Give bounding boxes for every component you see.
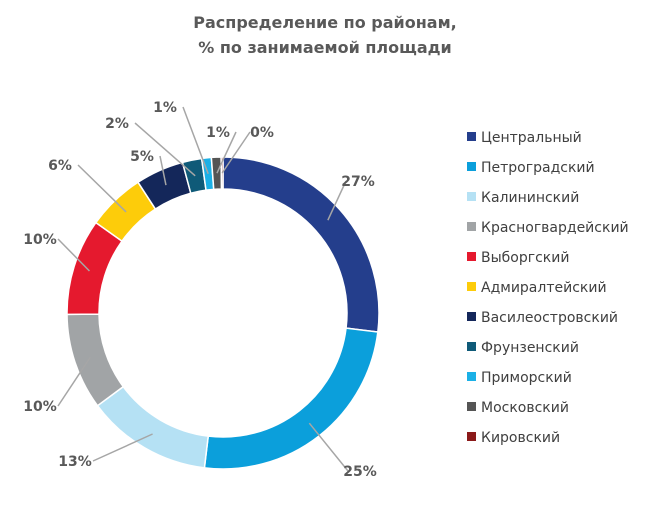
data-label-8: 2% <box>105 116 129 132</box>
data-label-5: 10% <box>23 232 57 248</box>
legend-swatch-10 <box>467 402 476 411</box>
leader-line-2 <box>308 422 349 472</box>
legend-label-9: Приморский <box>481 370 572 386</box>
leader-line-3 <box>92 433 153 462</box>
legend-label-8: Фрунзенский <box>481 340 579 356</box>
leader-line-11 <box>221 131 251 174</box>
data-label-7: 5% <box>130 149 154 165</box>
data-label-1: 27% <box>341 174 375 190</box>
data-label-4: 10% <box>23 399 57 415</box>
leader-line-10 <box>216 131 237 174</box>
legend: Центральный Петроградский Калининский Красн… <box>467 130 629 446</box>
leader-lines <box>57 106 349 472</box>
legend-label-7: Василеостровский <box>481 310 618 326</box>
legend-swatch-1 <box>467 132 476 141</box>
chart-title-line2: % по занимаемой площади <box>198 38 452 57</box>
legend-label-4: Красногвардейский <box>481 220 629 236</box>
leader-line-5 <box>57 238 90 272</box>
leader-line-1 <box>327 180 347 221</box>
data-labels: 27% 25% 13% 10% 10% 6% 5% 2% 1% 1% 0% <box>23 100 377 480</box>
legend-label-11: Кировский <box>481 430 560 446</box>
data-label-6: 6% <box>48 158 72 174</box>
legend-swatch-7 <box>467 312 476 321</box>
legend-swatch-3 <box>467 192 476 201</box>
legend-swatch-9 <box>467 372 476 381</box>
legend-label-3: Калининский <box>481 190 579 206</box>
legend-swatch-11 <box>467 432 476 441</box>
legend-swatch-6 <box>467 282 476 291</box>
slice-10 <box>210 156 223 191</box>
leader-line-7 <box>159 155 167 186</box>
slice-3 <box>96 385 210 469</box>
legend-label-10: Московский <box>481 400 569 416</box>
data-label-3: 13% <box>58 454 92 470</box>
leader-line-6 <box>77 164 127 213</box>
legend-label-2: Петроградский <box>481 160 595 176</box>
slice-2 <box>203 327 379 470</box>
legend-swatch-8 <box>467 342 476 351</box>
chart-title-line1: Распределение по районам, <box>193 13 456 32</box>
slice-4 <box>66 313 125 407</box>
legend-swatch-4 <box>467 222 476 231</box>
leader-line-4 <box>57 356 91 407</box>
data-label-11: 0% <box>250 125 274 141</box>
legend-label-5: Выборгский <box>481 250 569 266</box>
leader-line-9 <box>182 106 209 175</box>
legend-label-1: Центральный <box>481 130 582 146</box>
donut-slices <box>66 156 380 470</box>
data-label-9: 1% <box>153 100 177 116</box>
legend-swatch-2 <box>467 162 476 171</box>
slice-5 <box>66 221 123 316</box>
data-label-10: 1% <box>206 125 230 141</box>
legend-label-6: Адмиралтейский <box>481 280 607 296</box>
leader-line-8 <box>134 122 196 177</box>
slice-11 <box>220 156 224 190</box>
legend-swatch-5 <box>467 252 476 261</box>
data-label-2: 25% <box>343 464 377 480</box>
